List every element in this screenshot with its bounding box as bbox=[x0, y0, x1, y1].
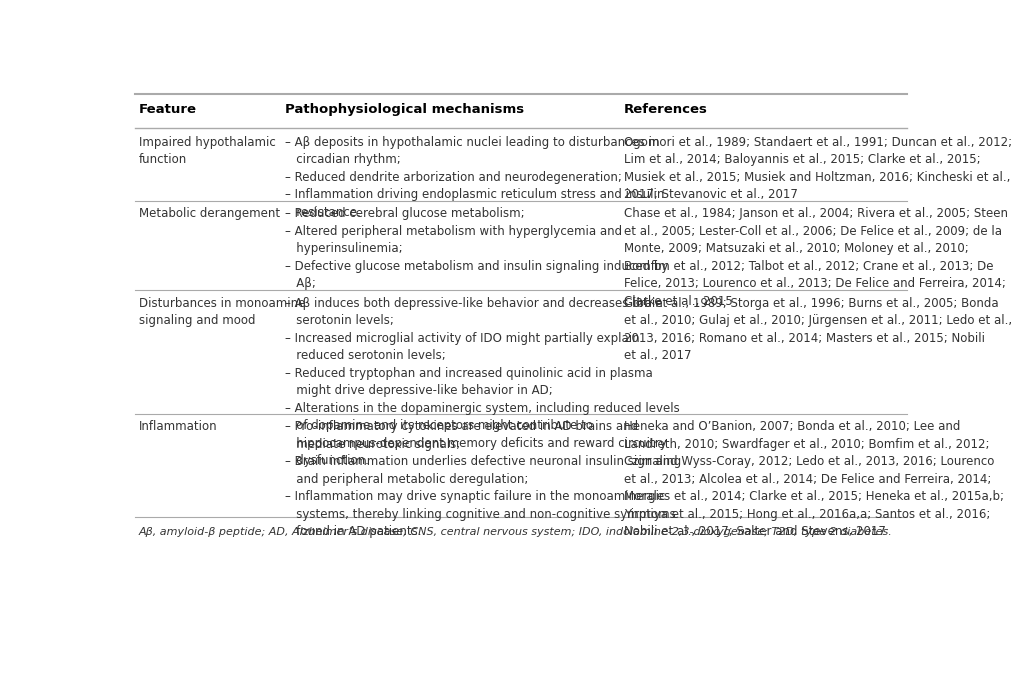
Text: References: References bbox=[623, 103, 708, 116]
Text: – Aβ deposits in hypothalamic nuclei leading to disturbances in
   circadian rhy: – Aβ deposits in hypothalamic nuclei lea… bbox=[285, 136, 664, 219]
Text: – Pro-inflammatory cytokines are elevated in AD brains and
   mediate neurotoxic: – Pro-inflammatory cytokines are elevate… bbox=[285, 421, 681, 539]
Text: – Reduced cerebral glucose metabolism;
– Altered peripheral metabolism with hype: – Reduced cerebral glucose metabolism; –… bbox=[285, 207, 668, 290]
Text: Aβ, amyloid-β peptide; AD, Alzheimer’s disease; CNS, central nervous system; IDO: Aβ, amyloid-β peptide; AD, Alzheimer’s d… bbox=[139, 527, 893, 537]
Text: Heneka and O’Banion, 2007; Bonda et al., 2010; Lee and
Landreth, 2010; Swardfage: Heneka and O’Banion, 2007; Bonda et al.,… bbox=[623, 421, 1004, 539]
Text: Impaired hypothalamic
function: Impaired hypothalamic function bbox=[139, 136, 276, 166]
Text: – Aβ induces both depressive-like behavior and decreases brain
   serotonin leve: – Aβ induces both depressive-like behavi… bbox=[285, 297, 679, 467]
Text: Disturbances in monoamine
signaling and mood: Disturbances in monoamine signaling and … bbox=[139, 297, 305, 327]
Text: Metabolic derangement: Metabolic derangement bbox=[139, 207, 280, 220]
Text: Pathophysiological mechanisms: Pathophysiological mechanisms bbox=[285, 103, 524, 116]
Text: Ogomori et al., 1989; Standaert et al., 1991; Duncan et al., 2012;
Lim et al., 2: Ogomori et al., 1989; Standaert et al., … bbox=[623, 136, 1012, 201]
Text: Gibb et al., 1989; Storga et al., 1996; Burns et al., 2005; Bonda
et al., 2010; : Gibb et al., 1989; Storga et al., 1996; … bbox=[623, 297, 1012, 362]
Text: Feature: Feature bbox=[139, 103, 197, 116]
Text: Chase et al., 1984; Janson et al., 2004; Rivera et al., 2005; Steen
et al., 2005: Chase et al., 1984; Janson et al., 2004;… bbox=[623, 207, 1008, 308]
Text: Inflammation: Inflammation bbox=[139, 421, 218, 433]
